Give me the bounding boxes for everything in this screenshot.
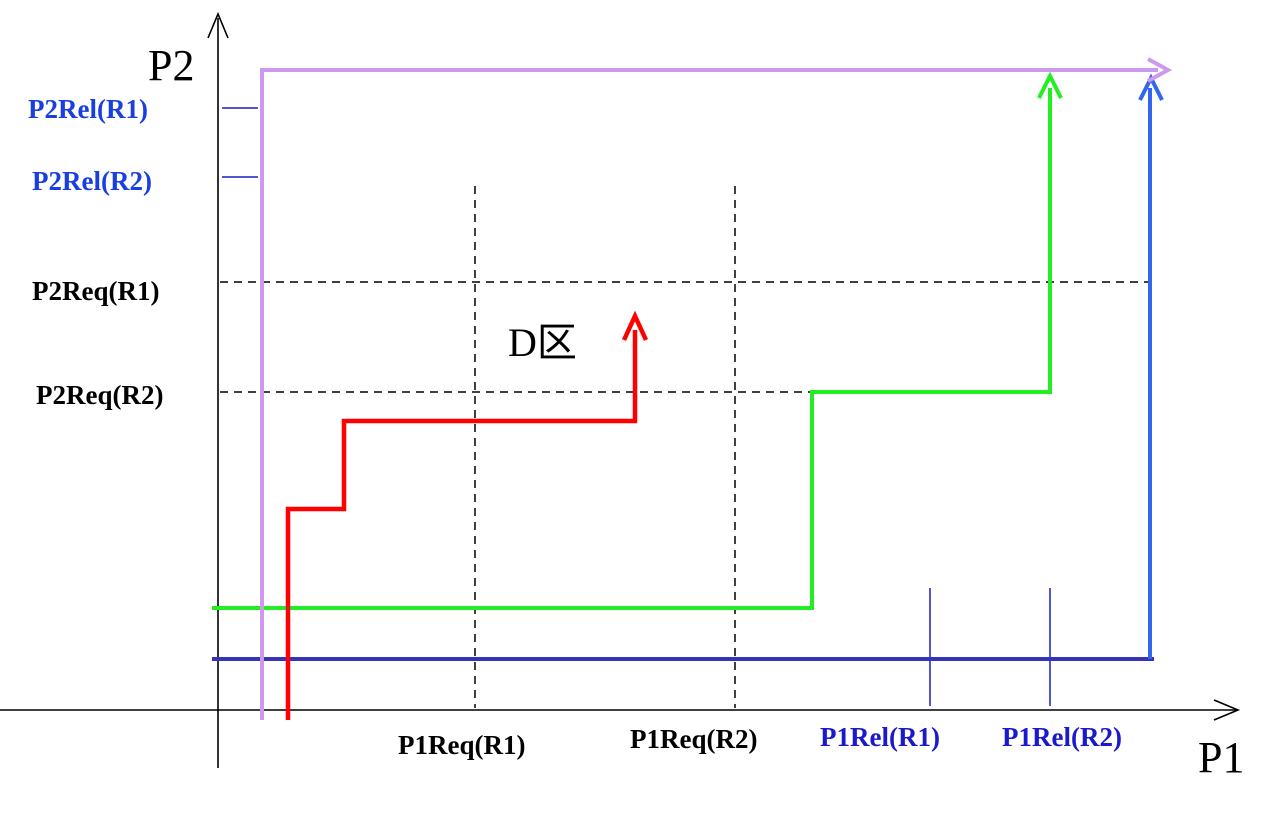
y-axis-arrow <box>207 11 229 39</box>
label-p1req-r2: P1Req(R2) <box>630 724 757 754</box>
red-path <box>285 330 638 720</box>
y-axis-label: P2 <box>148 41 194 90</box>
x-axis-arrow <box>1213 699 1241 721</box>
region-d-label: D区 <box>508 320 577 365</box>
label-p2rel-r2: P2Rel(R2) <box>32 166 152 196</box>
label-p2req-r1: P2Req(R1) <box>32 276 159 306</box>
green-path <box>212 88 1052 610</box>
purple-path-arrowhead <box>1147 57 1173 83</box>
label-p1rel-r1: P1Rel(R1) <box>820 722 940 752</box>
label-p1rel-r2: P1Rel(R2) <box>1002 722 1122 752</box>
red-path-arrowhead <box>621 310 649 341</box>
label-p1req-r1: P1Req(R1) <box>398 730 525 760</box>
label-p2req-r2: P2Req(R2) <box>36 380 163 410</box>
label-p2rel-r1: P2Rel(R1) <box>28 94 148 124</box>
x-axis-label: P1 <box>1198 733 1244 782</box>
purple-path <box>260 68 1158 720</box>
green-path-arrowhead <box>1037 71 1063 99</box>
